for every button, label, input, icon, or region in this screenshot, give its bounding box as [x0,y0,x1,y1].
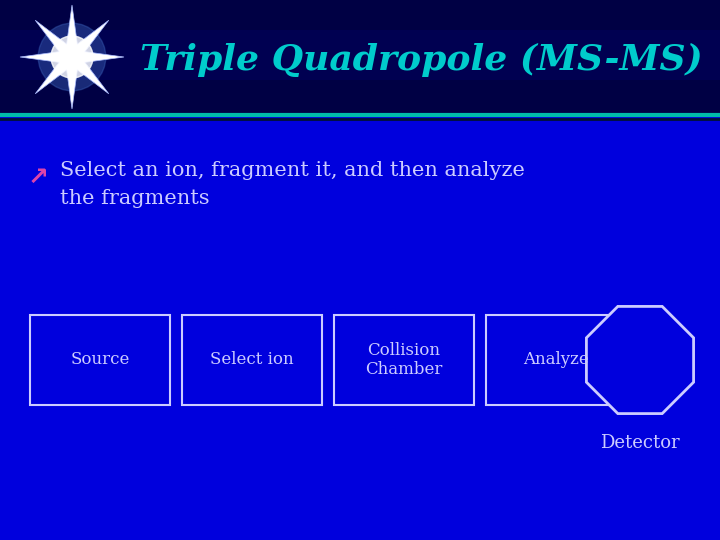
Text: Analyze: Analyze [523,352,589,368]
Text: Detector: Detector [600,434,680,452]
Polygon shape [20,5,124,109]
Polygon shape [586,306,693,414]
Text: Select an ion, fragment it, and then analyze: Select an ion, fragment it, and then ana… [60,160,525,179]
Text: ↗: ↗ [27,166,48,190]
Bar [0,0,720,115]
Text: Source: Source [71,352,130,368]
Text: Select ion: Select ion [210,352,294,368]
Bar [334,315,474,405]
Text: Triple Quadropole (MS-MS): Triple Quadropole (MS-MS) [140,43,703,77]
Circle shape [38,23,106,91]
Bar [486,315,626,405]
Bar [30,315,170,405]
Circle shape [51,36,93,78]
Bar [0,30,720,80]
Bar [182,315,322,405]
Text: Collision
Chamber: Collision Chamber [365,342,443,379]
Text: the fragments: the fragments [60,188,210,207]
